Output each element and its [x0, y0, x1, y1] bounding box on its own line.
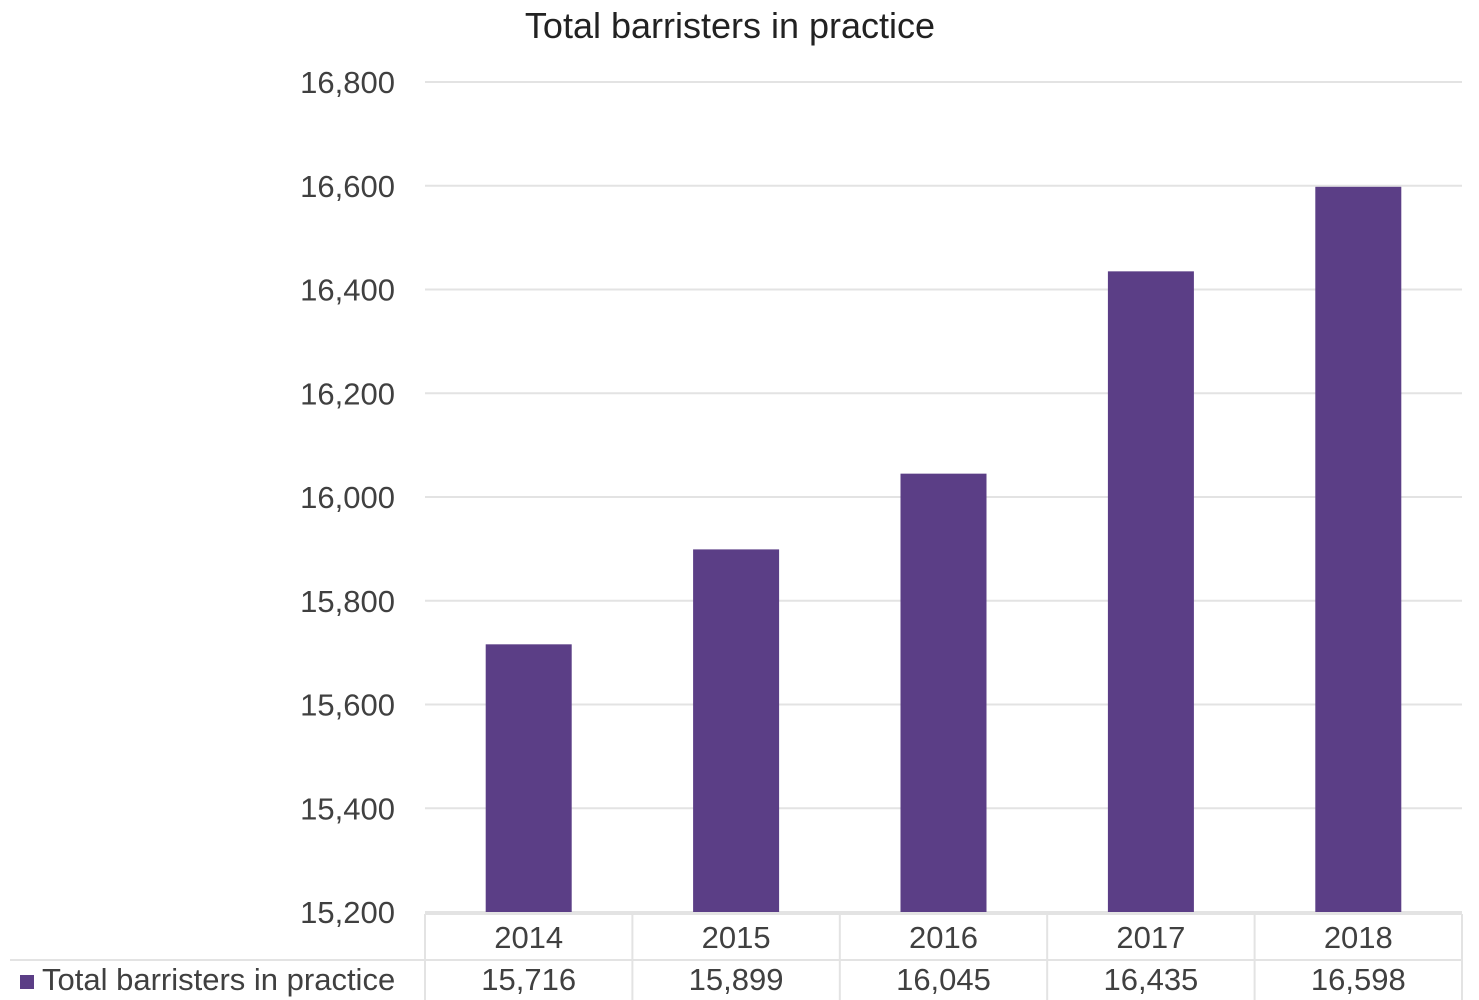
data-value-label: 15,899: [689, 962, 784, 997]
data-value-label: 16,598: [1311, 962, 1406, 997]
y-tick-label: 15,400: [300, 791, 395, 826]
legend-label: Total barristers in practice: [42, 962, 395, 997]
y-tick-label: 16,200: [300, 376, 395, 411]
y-tick-label: 16,000: [300, 480, 395, 515]
bar-2014: [485, 644, 572, 912]
data-table: 2014 15,716 2015 15,899 2016 16,045 2017 16,435…: [10, 913, 1463, 1000]
chart-title: Total barristers in practice: [525, 5, 935, 46]
y-tick-label: 16,600: [300, 169, 395, 204]
legend-swatch: [20, 975, 34, 989]
y-tick-label: 16,400: [300, 273, 395, 308]
y-tick-label: 15,600: [300, 688, 395, 723]
y-tick-label: 15,200: [300, 895, 395, 930]
bar-2018: [1315, 186, 1402, 913]
y-tick-label: 16,800: [300, 65, 395, 100]
bar-2017: [1107, 271, 1194, 912]
data-value-label: 15,716: [481, 962, 576, 997]
data-value-label: 16,045: [896, 962, 991, 997]
bars: [485, 186, 1402, 913]
x-tick-label: 2016: [909, 920, 978, 955]
x-tick-label: 2017: [1116, 920, 1185, 955]
y-tick-label: 15,800: [300, 584, 395, 619]
x-tick-label: 2015: [702, 920, 771, 955]
y-axis-tick-labels: 15,200 15,400 15,600 15,800 16,000 16,200 16,4…: [300, 65, 395, 930]
x-tick-label: 2018: [1324, 920, 1393, 955]
x-tick-label: 2014: [494, 920, 563, 955]
data-value-label: 16,435: [1103, 962, 1198, 997]
bar-2016: [900, 473, 987, 912]
bar-2015: [693, 549, 780, 912]
